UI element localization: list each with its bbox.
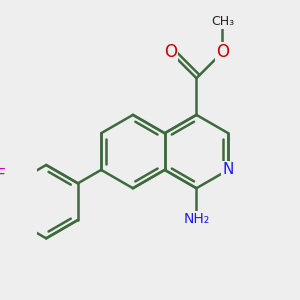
Text: O: O <box>216 43 229 61</box>
Text: NH₂: NH₂ <box>183 212 210 226</box>
Text: F: F <box>0 168 5 183</box>
Text: CH₃: CH₃ <box>211 15 234 28</box>
Text: N: N <box>223 162 234 177</box>
Text: O: O <box>164 43 177 61</box>
